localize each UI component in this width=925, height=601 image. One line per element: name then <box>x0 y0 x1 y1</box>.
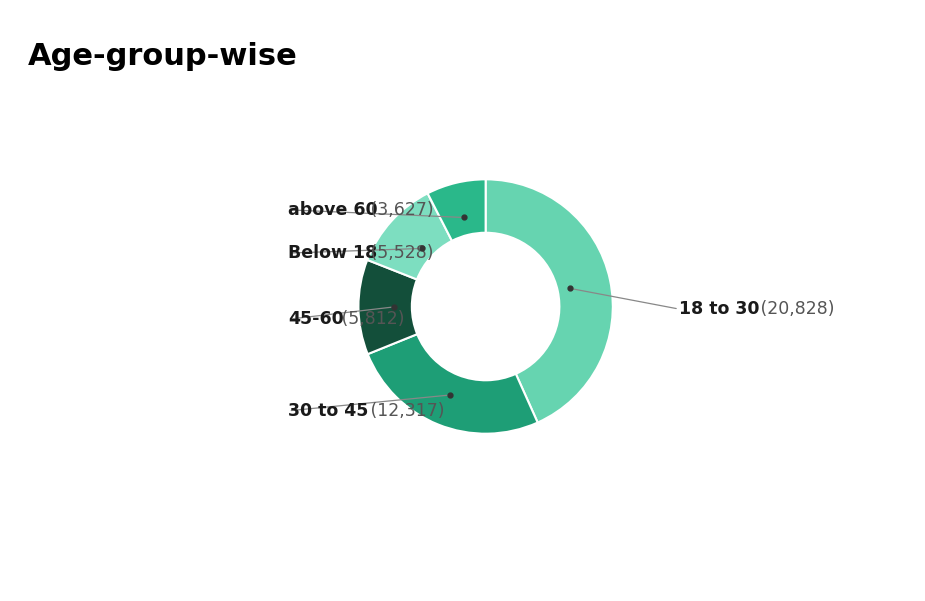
Wedge shape <box>427 179 486 241</box>
Text: 30 to 45: 30 to 45 <box>289 402 369 420</box>
Wedge shape <box>486 179 612 423</box>
Text: 45-60: 45-60 <box>289 310 344 328</box>
Text: Below 18: Below 18 <box>289 244 377 262</box>
Wedge shape <box>367 194 452 279</box>
Text: (3,627): (3,627) <box>364 201 434 219</box>
Text: (12,317): (12,317) <box>364 402 444 420</box>
Text: (5,528): (5,528) <box>364 244 434 262</box>
Text: (20,828): (20,828) <box>756 300 835 318</box>
Wedge shape <box>368 334 537 434</box>
Text: above 60: above 60 <box>289 201 378 219</box>
Text: 18 to 30: 18 to 30 <box>679 300 759 318</box>
Text: (5,812): (5,812) <box>336 310 405 328</box>
Wedge shape <box>359 260 417 354</box>
Text: Age-group-wise: Age-group-wise <box>28 42 298 71</box>
